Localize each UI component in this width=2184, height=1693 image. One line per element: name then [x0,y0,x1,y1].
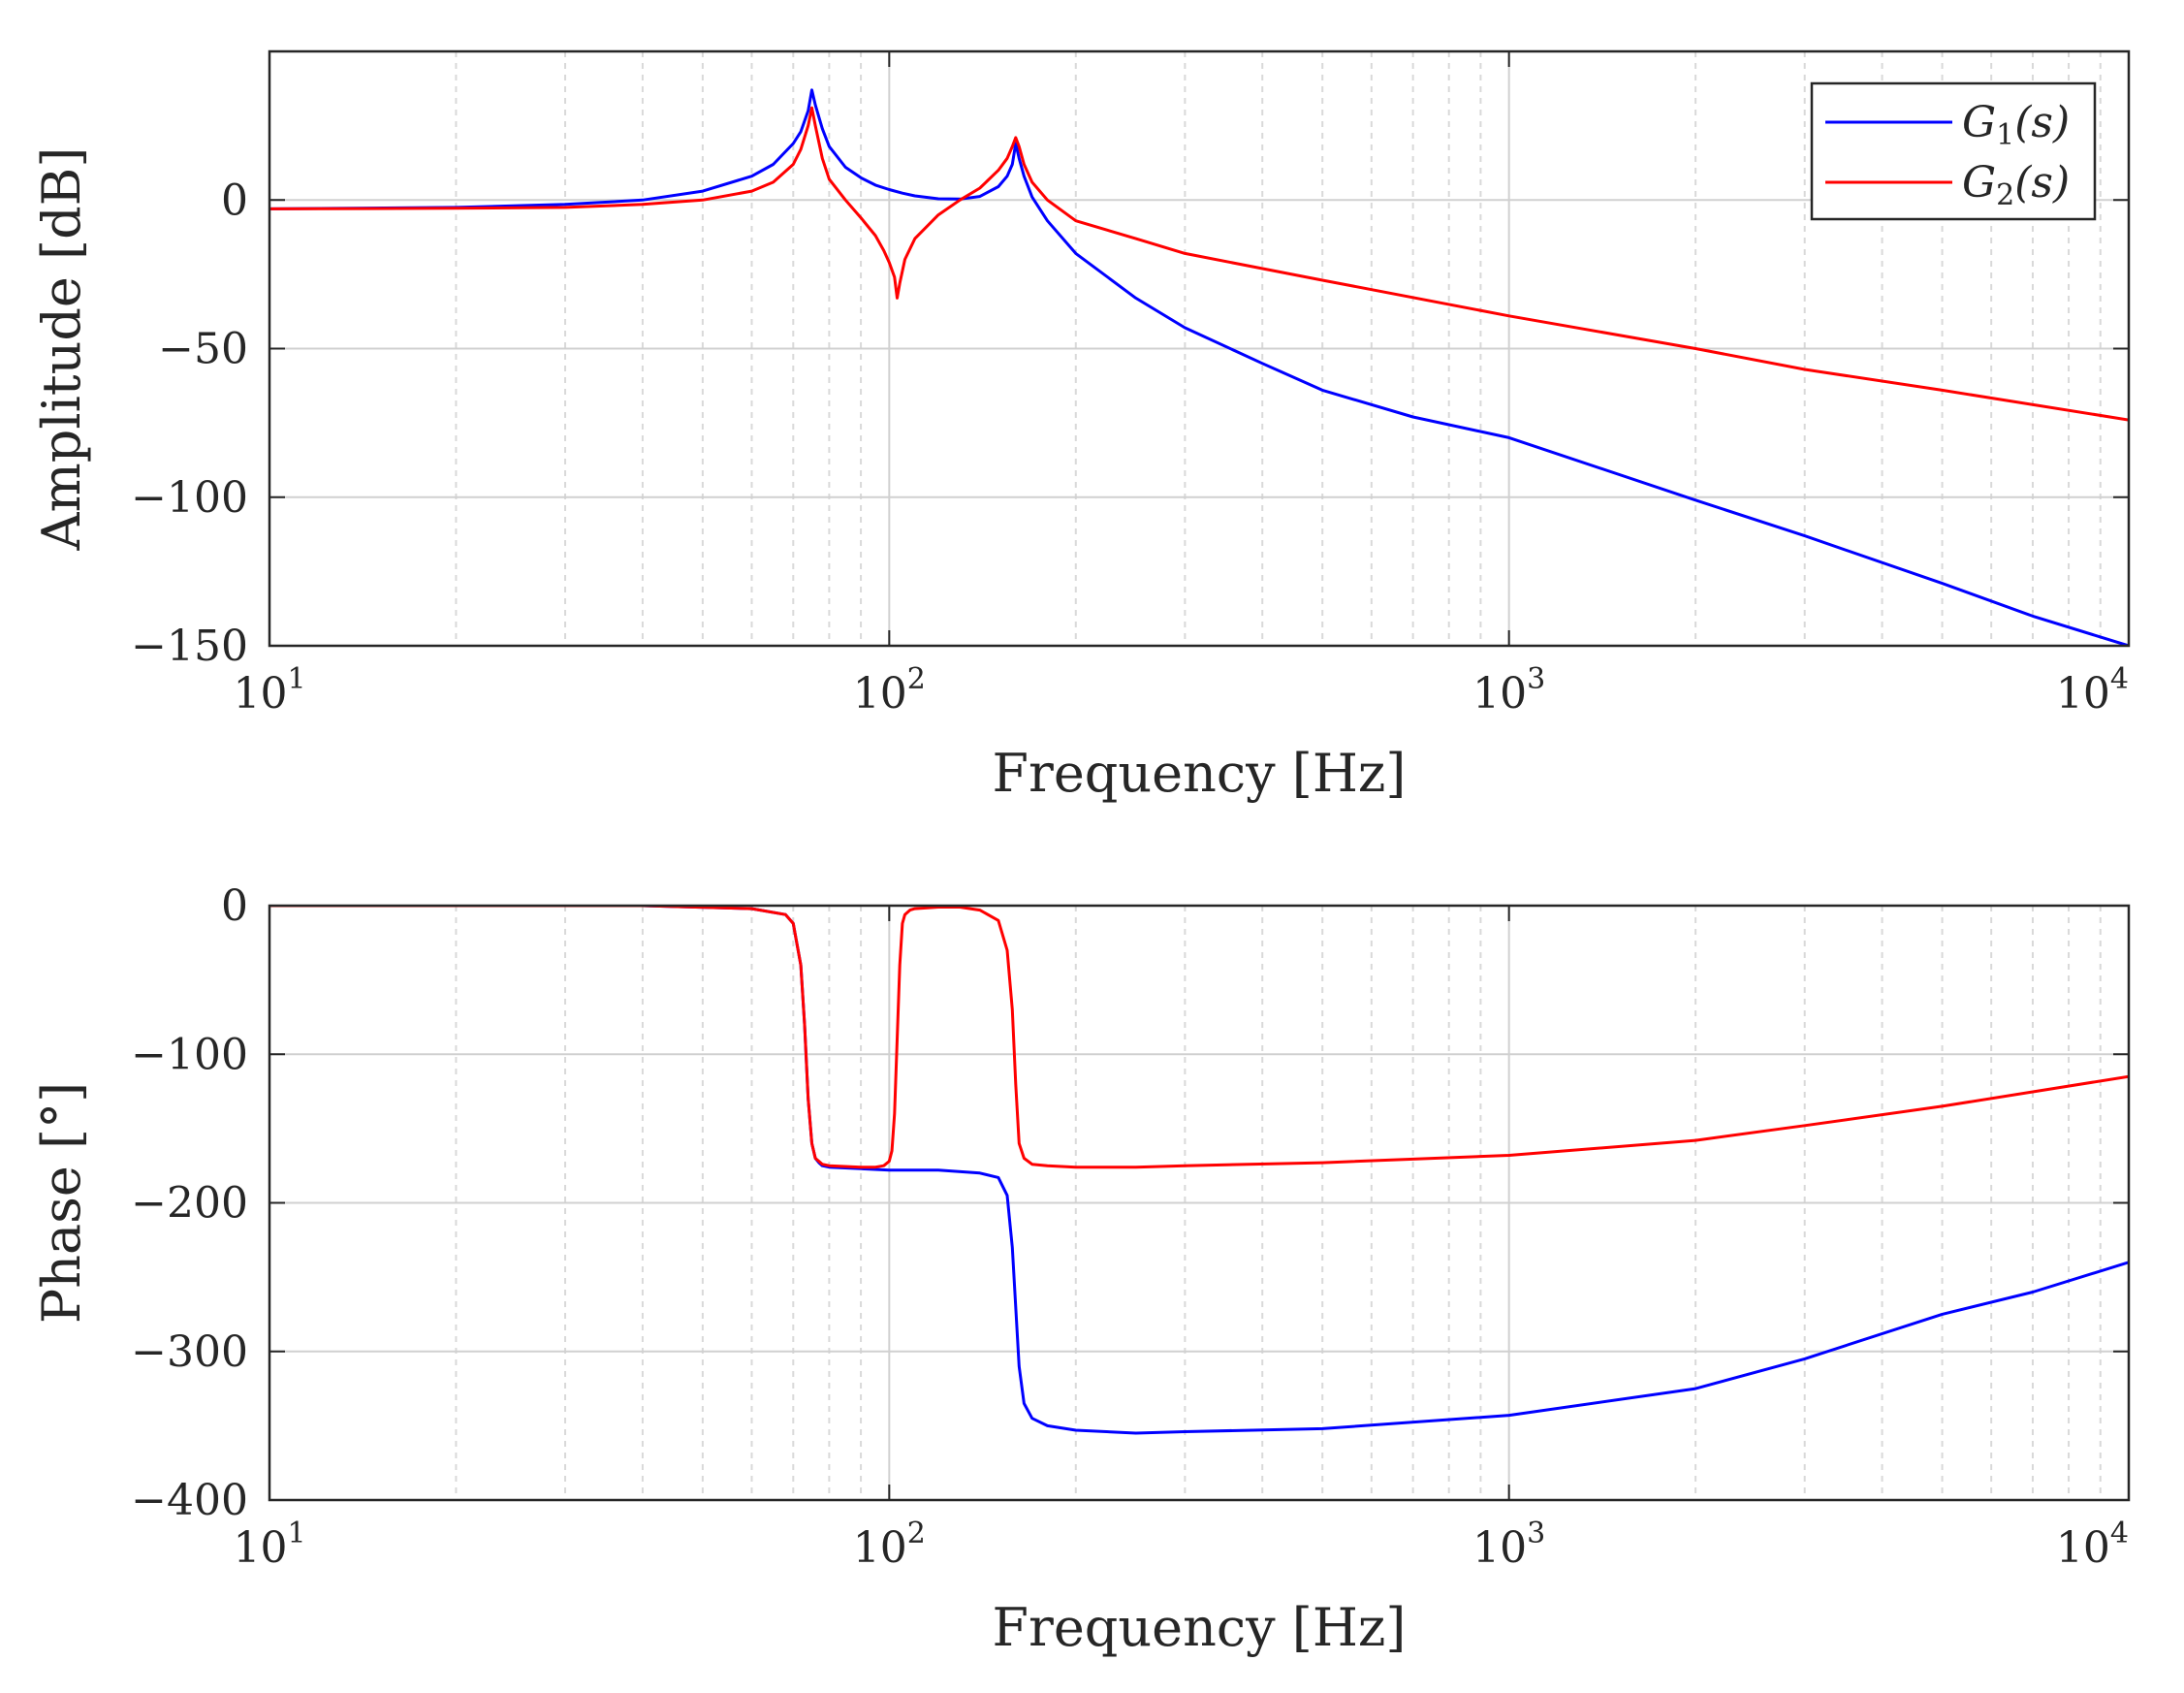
y-tick-label: −150 [131,622,248,671]
y-tick-label: −50 [158,325,248,374]
x-tick-base: 10 [2056,669,2110,719]
x-tick-label: 103 [1472,1517,1545,1573]
phase-series-group [269,906,2129,1435]
x-tick-label: 103 [1472,662,1545,719]
x-tick-base: 10 [853,1523,907,1573]
legend-entry-label: G1(s) [1962,98,2070,152]
legend-box [1810,81,2097,221]
y-tick-label: −100 [131,473,248,523]
legend: G1(s)G2(s) [1810,81,2097,221]
x-tick-exponent: 3 [1527,1517,1545,1550]
legend-main: G [1962,158,1996,208]
x-tick-exponent: 2 [907,1517,926,1550]
x-tick-exponent: 4 [2110,662,2129,696]
series-line-g1s [269,906,2129,1435]
amplitude-y-axis-title: Amplitude [dB] [31,147,92,552]
x-tick-exponent: 3 [1527,662,1545,696]
x-tick-exponent: 1 [287,662,305,696]
y-tick-label: −100 [131,1030,248,1079]
y-tick-label: −300 [131,1327,248,1377]
series-line-g2s [269,906,2129,1169]
x-tick-label: 104 [2056,662,2129,719]
phase-x-axis-title: Frequency [Hz] [993,1597,1407,1658]
y-tick-label: 0 [221,881,248,931]
x-tick-label: 101 [233,662,305,719]
x-tick-base: 10 [2056,1523,2110,1573]
amplitude-series-group [269,88,2129,646]
x-tick-base: 10 [233,1523,287,1573]
x-tick-label: 104 [2056,1517,2129,1573]
x-tick-base: 10 [853,669,907,719]
x-tick-base: 10 [233,669,287,719]
series-line-g2s [269,106,2129,422]
x-tick-label: 101 [233,1517,305,1573]
x-tick-base: 10 [1472,669,1527,719]
phase-y-axis-title: Phase [°] [31,1082,92,1324]
legend-subscript: 1 [1996,118,2014,152]
x-tick-exponent: 2 [907,662,926,696]
legend-subscript: 2 [1996,178,2014,212]
legend-tail: (s) [2014,158,2070,208]
y-tick-label: 0 [221,176,248,225]
x-tick-base: 10 [1472,1523,1527,1573]
x-tick-label: 102 [853,662,926,719]
amplitude-x-axis-title: Frequency [Hz] [993,743,1407,804]
y-tick-label: −200 [131,1179,248,1229]
x-tick-label: 102 [853,1517,926,1573]
legend-entry-label: G2(s) [1962,158,2070,212]
y-tick-label: −400 [131,1476,248,1525]
legend-main: G [1962,98,1996,147]
legend-tail: (s) [2014,98,2070,147]
x-tick-exponent: 4 [2110,1517,2129,1550]
x-tick-exponent: 1 [287,1517,305,1550]
